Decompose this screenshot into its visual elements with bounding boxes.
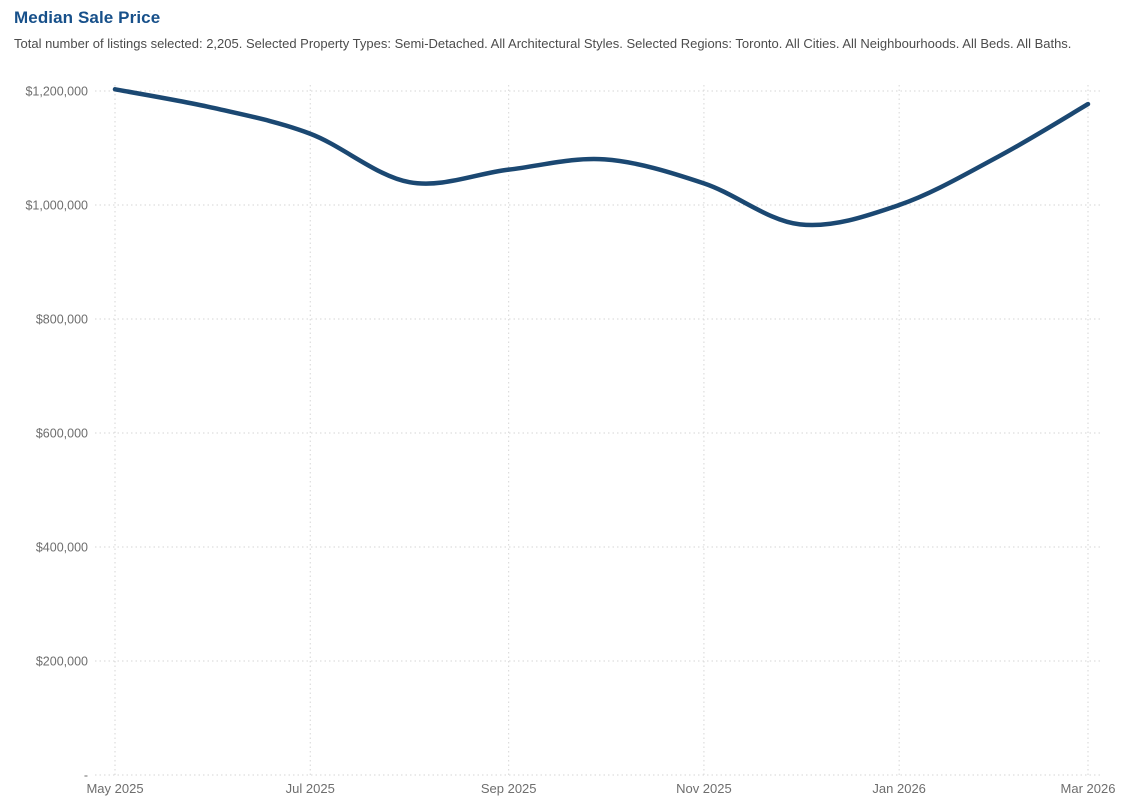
chart-title: Median Sale Price bbox=[14, 8, 161, 27]
y-axis-tick-label: $1,200,000 bbox=[25, 85, 88, 99]
x-axis-tick-label: May 2025 bbox=[86, 781, 143, 796]
y-axis-tick-label: $200,000 bbox=[36, 655, 88, 669]
y-axis-tick-label: $1,000,000 bbox=[25, 199, 88, 213]
x-axis-tick-label: Nov 2025 bbox=[676, 781, 732, 796]
y-axis-tick-label: - bbox=[84, 769, 88, 783]
x-axis-tick-label: Jul 2025 bbox=[286, 781, 335, 796]
y-axis-tick-label: $800,000 bbox=[36, 313, 88, 327]
x-axis-tick-label: Mar 2026 bbox=[1061, 781, 1116, 796]
x-axis-tick-label: Jan 2026 bbox=[872, 781, 926, 796]
y-axis-tick-label: $600,000 bbox=[36, 427, 88, 441]
x-axis-tick-label: Sep 2025 bbox=[481, 781, 537, 796]
chart-subtitle: Total number of listings selected: 2,205… bbox=[14, 36, 1072, 51]
chart-header: Median Sale Price Total number of listin… bbox=[14, 8, 1110, 53]
y-axis-tick-label: $400,000 bbox=[36, 541, 88, 555]
median-price-line-series[interactable] bbox=[112, 87, 1091, 228]
